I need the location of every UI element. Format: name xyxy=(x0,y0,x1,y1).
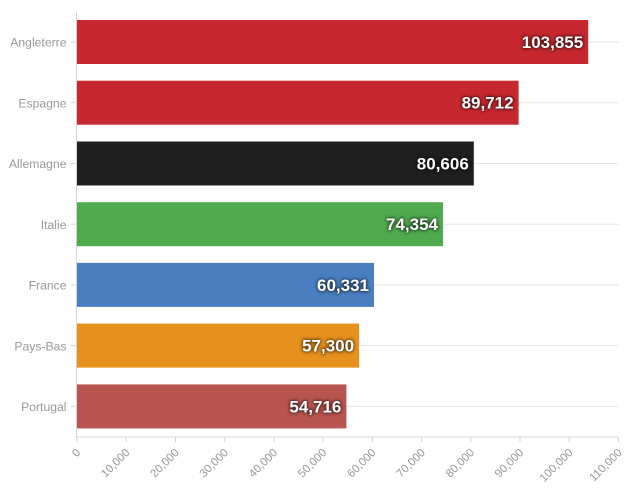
svg-text:89,712: 89,712 xyxy=(462,94,514,113)
svg-text:89,712: 89,712 xyxy=(462,94,514,113)
svg-text:Pays-Bas: Pays-Bas xyxy=(14,339,66,353)
svg-text:10,000: 10,000 xyxy=(99,447,132,480)
svg-text:Allemagne: Allemagne xyxy=(9,157,67,171)
svg-text:103,855: 103,855 xyxy=(522,33,583,52)
svg-text:90,000: 90,000 xyxy=(493,447,526,480)
svg-text:54,716: 54,716 xyxy=(289,397,341,416)
svg-text:Angleterre: Angleterre xyxy=(10,36,66,50)
svg-text:80,606: 80,606 xyxy=(417,155,469,174)
svg-text:50,000: 50,000 xyxy=(296,447,329,480)
svg-text:80,000: 80,000 xyxy=(444,447,477,480)
svg-text:60,331: 60,331 xyxy=(317,276,369,295)
svg-text:70,000: 70,000 xyxy=(395,447,428,480)
svg-text:40,000: 40,000 xyxy=(247,447,280,480)
svg-text:0: 0 xyxy=(70,447,83,460)
svg-text:103,855: 103,855 xyxy=(522,33,583,52)
svg-text:30,000: 30,000 xyxy=(198,447,231,480)
svg-text:100,000: 100,000 xyxy=(538,447,576,485)
svg-text:74,354: 74,354 xyxy=(386,215,439,234)
svg-text:57,300: 57,300 xyxy=(302,337,354,356)
svg-text:74,354: 74,354 xyxy=(386,215,439,234)
svg-text:54,716: 54,716 xyxy=(289,397,341,416)
svg-text:Portugal: Portugal xyxy=(21,400,66,414)
svg-text:80,606: 80,606 xyxy=(417,155,469,174)
svg-text:57,300: 57,300 xyxy=(302,337,354,356)
svg-text:20,000: 20,000 xyxy=(148,447,181,480)
svg-text:60,331: 60,331 xyxy=(317,276,369,295)
svg-text:110,000: 110,000 xyxy=(588,447,625,484)
svg-text:Espagne: Espagne xyxy=(18,96,66,110)
svg-text:Italie: Italie xyxy=(41,218,67,232)
svg-text:France: France xyxy=(29,279,67,293)
svg-text:60,000: 60,000 xyxy=(345,447,378,480)
